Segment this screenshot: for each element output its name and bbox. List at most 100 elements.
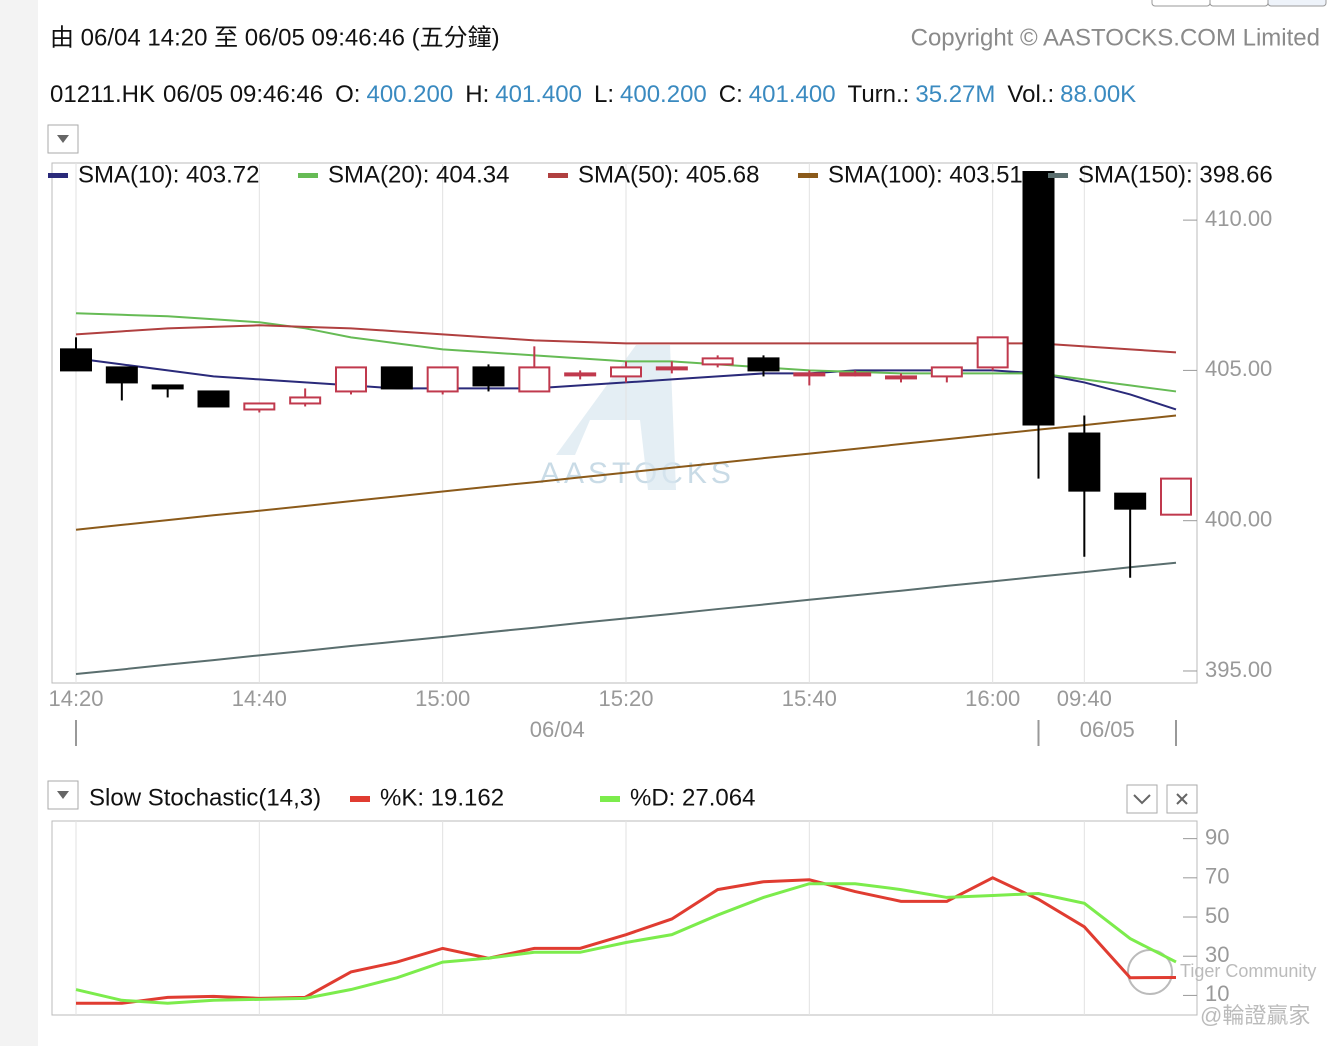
watermark: Tiger Community bbox=[1180, 961, 1316, 981]
legend-swatch bbox=[48, 173, 68, 178]
sma-line bbox=[75, 357, 1177, 411]
top-button[interactable] bbox=[1267, 0, 1327, 7]
x-tick-label: 15:40 bbox=[782, 686, 837, 711]
date-label: 06/05 bbox=[1080, 717, 1135, 742]
candle-body bbox=[610, 366, 642, 378]
dropdown-arrow bbox=[57, 135, 69, 143]
indicator-line bbox=[75, 882, 1177, 1005]
x-tick-label: 14:20 bbox=[48, 686, 103, 711]
close-button[interactable] bbox=[1166, 784, 1198, 814]
legend-label: %K: 19.162 bbox=[380, 784, 504, 811]
quote-label: L: bbox=[594, 81, 614, 108]
candle-body bbox=[151, 384, 184, 390]
legend-label: SMA(100): 403.51 bbox=[828, 161, 1023, 188]
watermark: AASTOCKS bbox=[540, 457, 735, 490]
legend-swatch bbox=[350, 796, 370, 802]
y-tick-label: 400.00 bbox=[1205, 507, 1272, 532]
legend-label: SMA(20): 404.34 bbox=[328, 161, 509, 188]
x-tick-label: 14:40 bbox=[232, 686, 287, 711]
top-button[interactable] bbox=[1151, 0, 1211, 7]
legend-swatch bbox=[298, 173, 318, 178]
y-tick-label: 50 bbox=[1205, 903, 1229, 928]
y-tick-label: 395.00 bbox=[1205, 657, 1272, 682]
candle-body bbox=[380, 366, 413, 390]
sma-line bbox=[75, 414, 1177, 531]
candle-body bbox=[197, 390, 230, 408]
candle-body bbox=[839, 372, 872, 377]
legend-label: SMA(150): 398.66 bbox=[1078, 161, 1273, 188]
candle-body bbox=[1160, 477, 1192, 516]
x-tick-label: 16:00 bbox=[965, 686, 1020, 711]
quote-value: 400.200 bbox=[620, 81, 707, 108]
candle-body bbox=[1068, 432, 1101, 492]
close-icon bbox=[1176, 793, 1188, 805]
top-button[interactable] bbox=[1209, 0, 1269, 7]
x-tick-label: 09:40 bbox=[1057, 686, 1112, 711]
y-tick-label: 410.00 bbox=[1205, 206, 1272, 231]
x-tick-label: 15:00 bbox=[415, 686, 470, 711]
legend-swatch bbox=[548, 173, 568, 178]
y-tick-label: 405.00 bbox=[1205, 356, 1272, 381]
quote-value: 400.200 bbox=[366, 81, 453, 108]
dropdown-arrow bbox=[57, 791, 69, 799]
quote-value: 88.00K bbox=[1060, 81, 1136, 108]
quote-time: 06/05 09:46:46 bbox=[163, 81, 323, 108]
symbol: 01211.HK bbox=[50, 81, 155, 108]
candle-body bbox=[518, 366, 551, 393]
candle-body bbox=[105, 366, 138, 384]
candle-body bbox=[564, 372, 597, 377]
y-tick-label: 90 bbox=[1205, 824, 1229, 849]
sma-line bbox=[75, 561, 1177, 675]
quote-value: 401.400 bbox=[749, 81, 836, 108]
quote-label: Vol.: bbox=[1007, 81, 1054, 108]
dropdown[interactable] bbox=[47, 124, 79, 154]
collapse-button[interactable] bbox=[1126, 784, 1158, 814]
legend-label: SMA(50): 405.68 bbox=[578, 161, 759, 188]
legend-swatch bbox=[1048, 173, 1068, 178]
quote-value: 35.27M bbox=[915, 81, 995, 108]
candle-body bbox=[793, 372, 826, 377]
legend-swatch bbox=[600, 796, 620, 802]
quote-value: 401.400 bbox=[495, 81, 582, 108]
candle-body bbox=[426, 366, 459, 393]
dropdown[interactable] bbox=[47, 780, 79, 810]
candle-body bbox=[747, 357, 780, 372]
candle-body bbox=[335, 366, 367, 393]
candle-body bbox=[655, 366, 688, 371]
y-tick-label: 30 bbox=[1205, 942, 1229, 967]
plot-frame bbox=[51, 162, 1198, 684]
quote-label: O: bbox=[335, 81, 360, 108]
chevron bbox=[1133, 794, 1151, 805]
candle-body bbox=[472, 366, 505, 387]
quote-label: Turn.: bbox=[848, 81, 910, 108]
copyright: Copyright © AASTOCKS.COM Limited bbox=[911, 24, 1320, 51]
candle-body bbox=[885, 375, 917, 380]
plot-frame bbox=[51, 820, 1198, 1016]
candle-body bbox=[60, 348, 92, 372]
quote-label: H: bbox=[465, 81, 489, 108]
watermark: @輪證贏家 bbox=[1200, 1003, 1310, 1028]
y-tick-label: 70 bbox=[1205, 864, 1229, 889]
button-box[interactable] bbox=[1126, 784, 1158, 814]
candle-body bbox=[243, 402, 276, 411]
indicator-title: Slow Stochastic(14,3) bbox=[89, 784, 321, 811]
panel-background bbox=[38, 0, 1342, 1046]
dropdown-box[interactable] bbox=[47, 780, 79, 810]
quote-label: C: bbox=[719, 81, 743, 108]
legend-label: SMA(10): 403.72 bbox=[78, 161, 259, 188]
quote-line: 01211.HK 06/05 09:46:46 O: 400.200 H: 401.400… bbox=[50, 81, 1136, 108]
date-label: 06/04 bbox=[530, 717, 585, 742]
candle-body bbox=[976, 336, 1009, 369]
candle-body bbox=[701, 357, 734, 366]
candle-body bbox=[1022, 171, 1055, 426]
legend-swatch bbox=[798, 173, 818, 178]
candle-body bbox=[289, 396, 322, 405]
candle-body bbox=[1114, 492, 1147, 510]
range-text: 由 06/04 14:20 至 06/05 09:46:46 (五分鐘) bbox=[50, 24, 500, 51]
y-tick-label: 10 bbox=[1205, 981, 1229, 1006]
legend-label: %D: 27.064 bbox=[630, 784, 755, 811]
x-tick-label: 15:20 bbox=[598, 686, 653, 711]
candle-body bbox=[930, 366, 963, 378]
